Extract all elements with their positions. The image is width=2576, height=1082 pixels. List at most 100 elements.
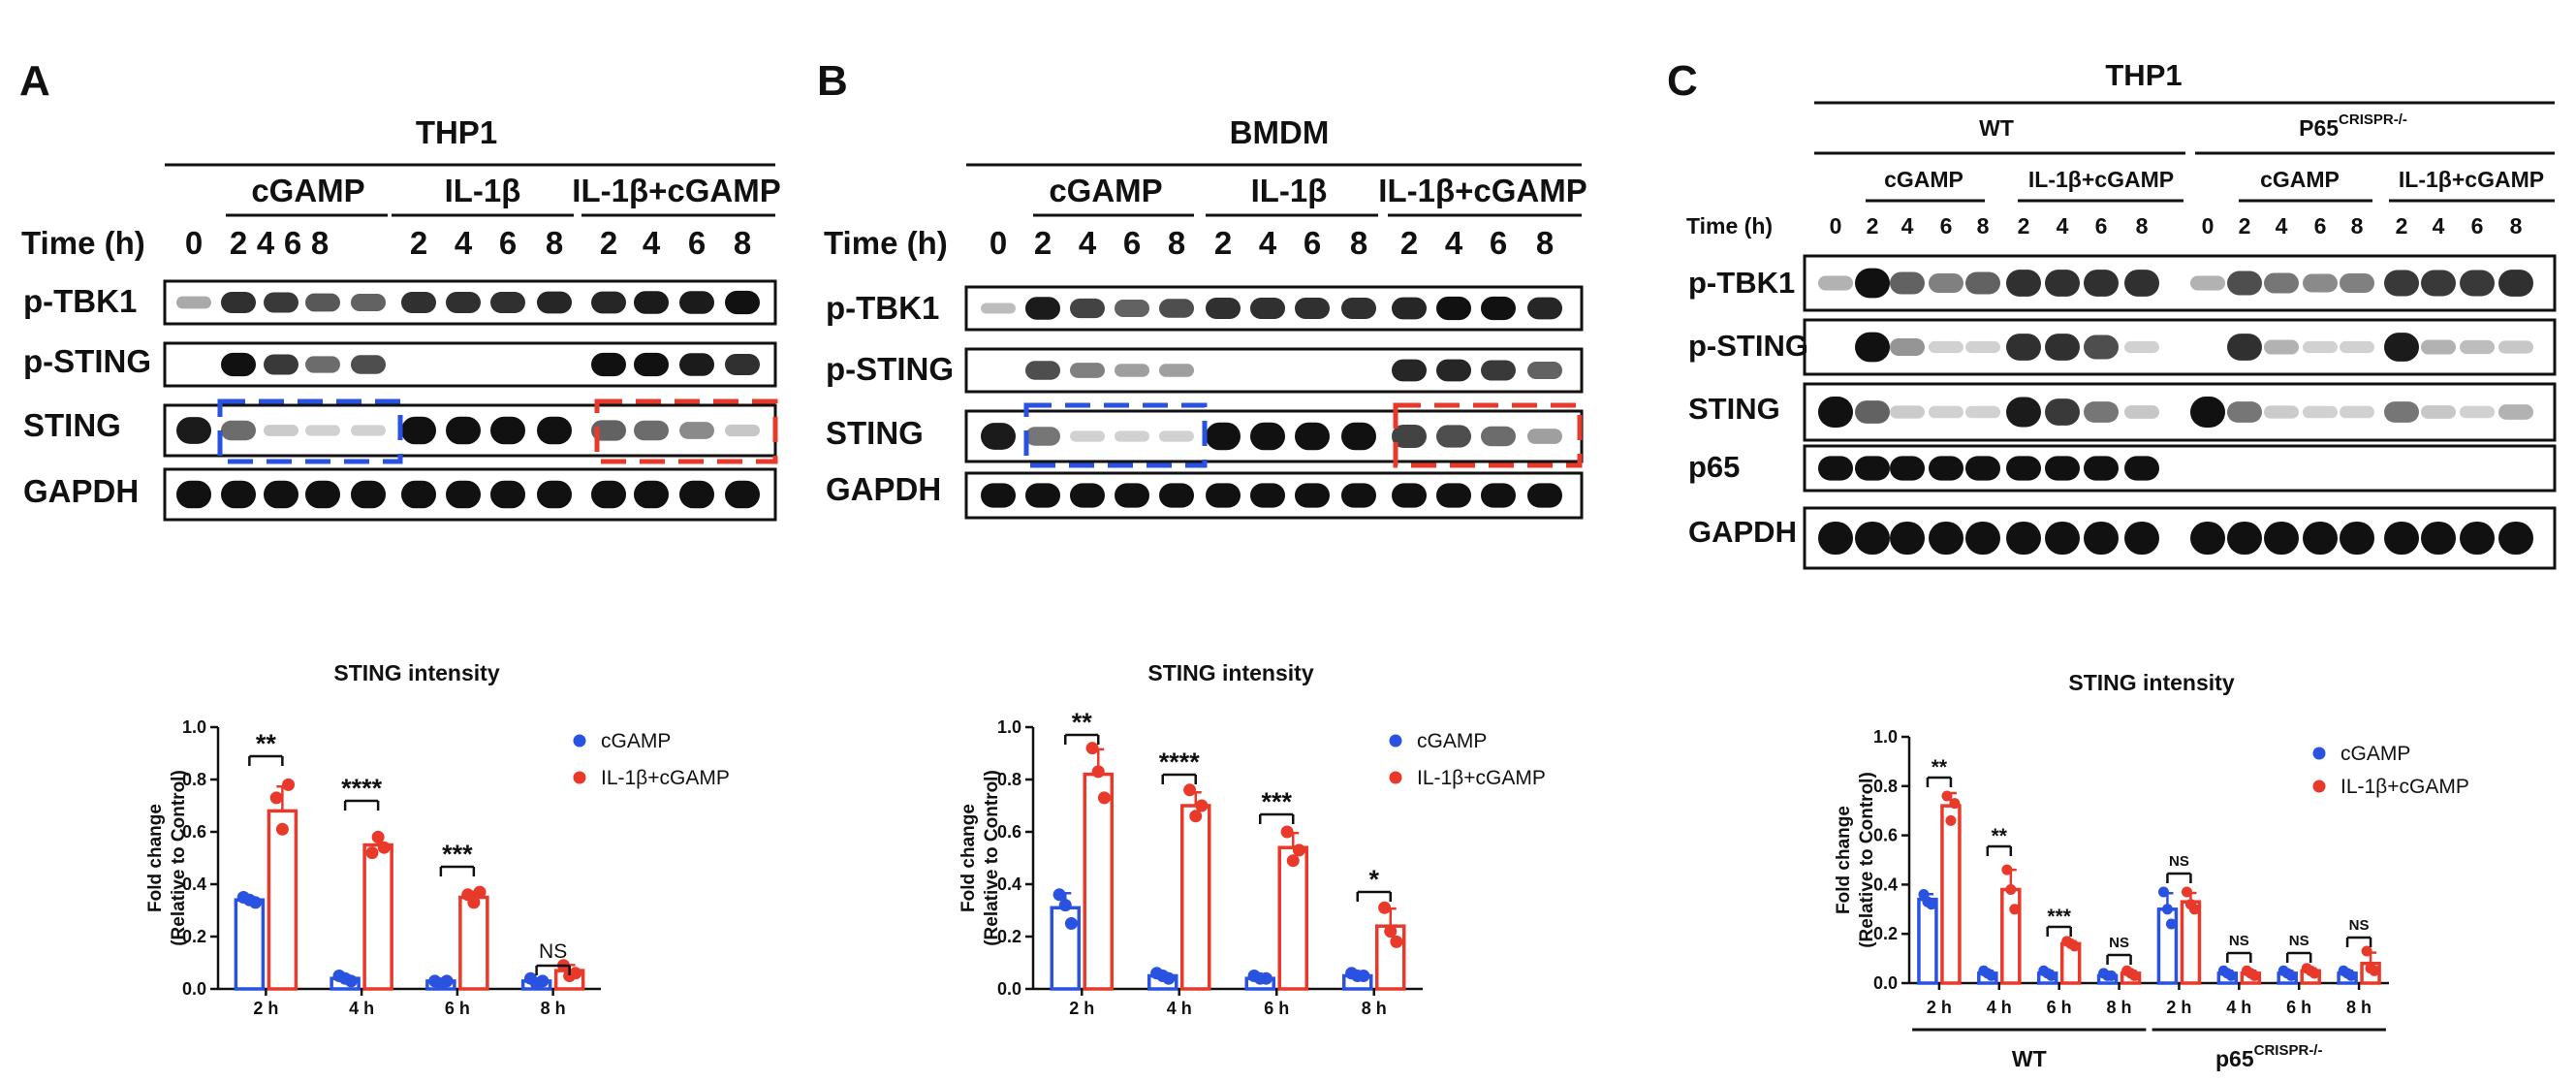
blot-A-STING-band	[725, 424, 760, 437]
blot-C-pTBK1-band	[1965, 271, 2000, 295]
data-point-A-1-0-1	[275, 822, 289, 836]
y-tick-label-A-2: 0.4	[182, 875, 206, 894]
data-point-C-1-4-0	[2181, 886, 2192, 898]
sig-label-A-2: ***	[442, 840, 473, 869]
group-label-C-0: cGAMP	[1884, 167, 1963, 192]
row-label-B-1: p-STING	[826, 351, 954, 387]
time-point-C-16: 6	[2471, 213, 2484, 239]
blot-C-pSTING-band	[1890, 337, 1925, 357]
row-label-B-0: p-TBK1	[826, 290, 939, 326]
blot-C-pSTING-band	[2421, 339, 2456, 355]
blot-A-GAPDH-band	[591, 480, 626, 509]
blot-A-GAPDH-band	[446, 480, 481, 509]
chart-title-A: STING intensity	[333, 660, 499, 685]
group-label-B-1: IL-1β	[1251, 173, 1328, 208]
time-point-B-10: 4	[1445, 225, 1463, 261]
time-point-C-1: 2	[1867, 213, 1879, 239]
blot-A-pTBK1-band	[591, 291, 626, 314]
data-point-C-0-6-2	[2285, 970, 2297, 981]
highlight-box-B-cgamp	[1023, 402, 1208, 468]
legend-marker-C-1	[2312, 780, 2326, 793]
row-label-B-3: GAPDH	[826, 471, 941, 507]
legend-marker-B-0	[1389, 734, 1402, 748]
blot-C-GAPDH-band	[2006, 521, 2041, 556]
time-point-B-0: 0	[990, 225, 1007, 261]
blot-B-pTBK1-band	[1250, 298, 1285, 319]
blot-A-pTBK1-band	[725, 290, 760, 315]
blot-C-GAPDH-band	[2303, 521, 2338, 556]
time-point-B-5: 2	[1214, 225, 1232, 261]
time-point-B-3: 6	[1123, 225, 1141, 261]
blot-C-pSTING-band	[2340, 340, 2374, 354]
blot-C-GAPDH-band	[2190, 521, 2225, 556]
blot-A-STING-band	[490, 416, 525, 445]
blot-A-pSTING-band	[221, 352, 256, 377]
time-point-C-17: 8	[2510, 213, 2523, 239]
data-point-C-1-7-2	[2369, 965, 2380, 976]
legend-label-C-1: IL-1β+cGAMP	[2340, 776, 2469, 798]
x-tick-label-C-7: 8 h	[2346, 998, 2372, 1017]
data-point-C-1-0-1	[1945, 814, 1957, 826]
blot-B-pTBK1-band	[1341, 298, 1376, 319]
blot-A-pSTING-band	[264, 354, 298, 375]
blot-B-GAPDH-band	[1481, 483, 1516, 508]
time-point-B-7: 6	[1304, 225, 1321, 261]
legend-marker-A-0	[573, 734, 586, 748]
blot-B-GAPDH-band	[1392, 483, 1427, 508]
blot-A-GAPDH-band	[490, 480, 525, 509]
blot-B-STING-band	[1436, 425, 1471, 448]
time-point-C-8: 8	[2136, 213, 2149, 239]
blot-C-pSTING-band	[2460, 339, 2495, 355]
blot-C-STING-band	[2190, 397, 2225, 428]
data-point-C-0-4-2	[2165, 918, 2177, 930]
legend-marker-B-1	[1389, 771, 1402, 784]
data-point-B-0-1-2	[1162, 971, 1176, 985]
sig-label-A-3: NS	[539, 940, 567, 963]
blot-A-GAPDH-band	[351, 480, 386, 509]
y-tick-label-C-5: 1.0	[1873, 727, 1898, 747]
blot-B-pTBK1-band	[1115, 299, 1149, 318]
data-point-C-0-1-2	[1986, 970, 1997, 981]
blot-B-GAPDH	[964, 471, 1584, 520]
y-tick-label-B-4: 0.8	[997, 770, 1021, 789]
blot-C-STING-band	[2421, 405, 2456, 419]
blot-A-pTBK1-band	[490, 292, 525, 313]
blot-B-GAPDH-band	[1250, 483, 1285, 508]
blot-A-pTBK1-band	[537, 291, 572, 314]
blot-C-STING	[1803, 382, 2557, 442]
group-label-C-2: cGAMP	[2260, 167, 2340, 192]
blot-C-pTBK1-band	[2498, 270, 2533, 297]
sig-label-B-3: *	[1368, 865, 1379, 894]
blot-C-pSTING-band	[2227, 334, 2262, 361]
blot-B-STING-band	[1481, 426, 1516, 447]
data-point-B-1-1-0	[1183, 783, 1197, 797]
blot-C-pTBK1-band	[1929, 272, 1963, 294]
blot-A-GAPDH-band	[634, 480, 669, 509]
blot-C-GAPDH-band	[1818, 521, 1853, 556]
time-label-C: Time (h)	[1686, 213, 1773, 239]
blot-C-pSTING-band	[1929, 340, 1963, 354]
blot-C-pTBK1-band	[2190, 275, 2225, 291]
panel-letter-A: A	[19, 57, 50, 105]
y-tick-label-A-3: 0.6	[182, 822, 206, 842]
time-point-C-12: 6	[2314, 213, 2327, 239]
blot-B-GAPDH-band	[1436, 483, 1471, 508]
x-tick-label-B-3: 8 h	[1362, 999, 1387, 1018]
blot-B-pTBK1-band	[1159, 299, 1194, 318]
row-label-C-0: p-TBK1	[1688, 266, 1795, 300]
time-point-A-8: 8	[546, 225, 563, 261]
data-point-A-1-1-0	[365, 846, 379, 860]
blot-C-STING-band	[2303, 405, 2338, 419]
legend-marker-A-1	[573, 771, 586, 784]
legend-marker-C-0	[2312, 747, 2326, 760]
data-point-C-1-3-2	[2129, 970, 2141, 981]
blot-B-pTBK1-band	[1527, 297, 1562, 320]
sig-label-C-7: NS	[2349, 917, 2370, 934]
cell-line-title-C: THP1	[2105, 58, 2182, 92]
data-point-B-1-2-2	[1292, 843, 1305, 857]
time-point-C-7: 6	[2095, 213, 2108, 239]
data-point-C-1-0-0	[1941, 790, 1953, 802]
blot-B-GAPDH-band	[1070, 483, 1105, 508]
x-tick-label-C-0: 2 h	[1927, 998, 1952, 1017]
blot-C-STING-band	[2340, 405, 2374, 419]
